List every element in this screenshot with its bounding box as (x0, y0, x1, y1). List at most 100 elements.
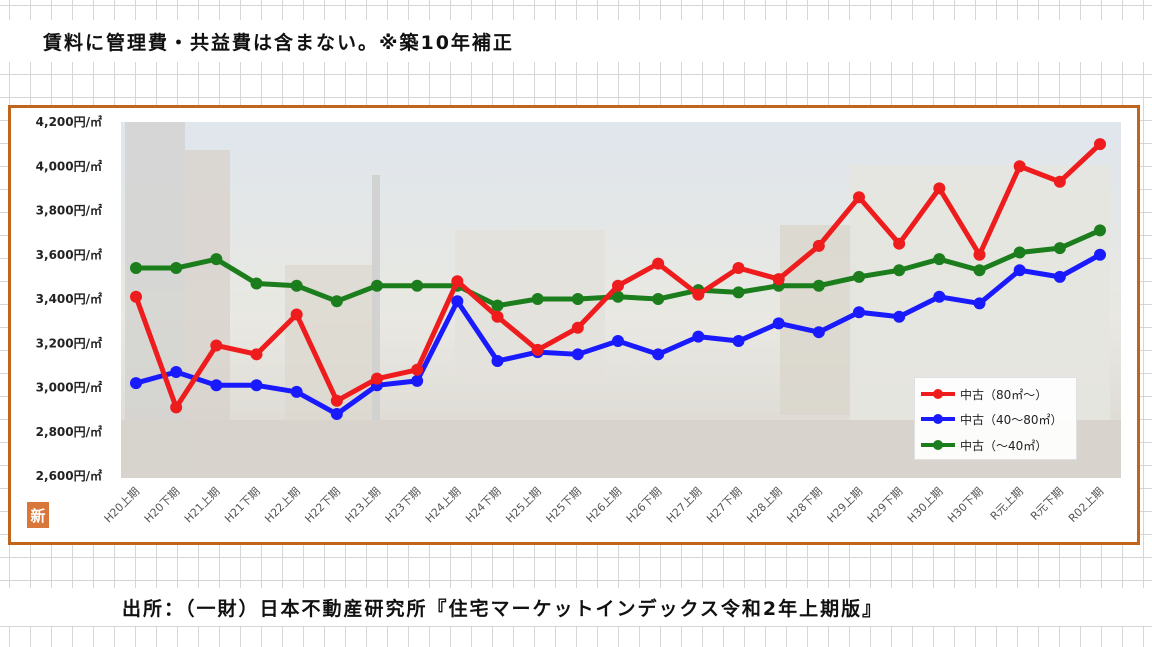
x-tick-label: H21上期 (182, 485, 223, 526)
data-point (853, 191, 865, 204)
data-point (130, 377, 142, 390)
x-tick-label: H23上期 (343, 485, 384, 526)
x-tick-label: H29下期 (865, 485, 906, 526)
data-point (692, 288, 705, 301)
legend-item-green: 中古（～40㎡） (921, 435, 1047, 455)
data-point (1094, 248, 1106, 261)
y-tick-label: 3,200円/㎡ (36, 335, 102, 350)
data-point (853, 306, 865, 319)
data-point (893, 310, 906, 323)
data-point (250, 379, 263, 392)
y-axis: 2,600円/㎡ 2,800円/㎡ 3,000円/㎡ 3,200円/㎡ 3,400円/㎡… (36, 114, 102, 483)
data-point (612, 279, 624, 292)
data-point (371, 372, 383, 385)
data-point (973, 297, 986, 310)
x-tick-label: R元上期 (988, 485, 1026, 523)
data-point (210, 339, 223, 352)
data-point (612, 335, 624, 348)
x-tick-label: H30下期 (945, 485, 986, 526)
data-point (772, 317, 785, 330)
x-tick-label: H20上期 (102, 485, 143, 526)
y-tick-label: 2,800円/㎡ (36, 424, 102, 439)
series-red (130, 138, 1106, 414)
data-point (571, 293, 584, 305)
data-point (451, 295, 464, 308)
data-point (812, 279, 825, 292)
legend-label: 中古（80㎡～） (960, 387, 1048, 402)
data-point (933, 290, 946, 303)
data-point (290, 279, 303, 292)
x-tick-label: H29上期 (825, 485, 866, 526)
data-point (772, 273, 785, 286)
data-point (1053, 175, 1066, 188)
source-band (0, 588, 1152, 626)
data-point (290, 308, 303, 321)
legend-item-blue: 中古（40～80㎡） (921, 409, 1063, 429)
legend-swatch-blue (921, 414, 955, 424)
data-point (210, 379, 223, 392)
x-tick-label: H26上期 (584, 485, 625, 526)
data-point (973, 248, 986, 261)
data-point (812, 326, 825, 339)
data-point (933, 253, 946, 266)
data-point (531, 293, 544, 305)
data-point (330, 394, 343, 407)
data-point (571, 321, 584, 334)
data-point (330, 295, 343, 308)
x-tick-label: H20下期 (142, 485, 183, 526)
x-tick-label: H26下期 (624, 485, 665, 526)
data-point (973, 264, 986, 277)
data-point (1013, 264, 1026, 277)
data-point (893, 237, 906, 250)
data-point (170, 401, 183, 414)
data-point (1053, 242, 1066, 255)
data-point (612, 290, 624, 303)
series-green (130, 224, 1106, 312)
y-tick-label: 2,600円/㎡ (36, 468, 102, 483)
data-point (652, 293, 665, 305)
data-point (1094, 224, 1106, 237)
data-point (371, 279, 383, 292)
series-layer (130, 138, 1106, 421)
data-point (531, 343, 544, 356)
data-point (491, 299, 504, 312)
x-tick-label: H25上期 (503, 485, 544, 526)
legend-item-red: 中古（80㎡～） (921, 384, 1047, 404)
data-point (290, 385, 303, 398)
x-tick-label: R元下期 (1028, 485, 1066, 523)
y-tick-label: 3,600円/㎡ (36, 247, 102, 262)
data-point (130, 262, 142, 275)
x-tick-label: H30上期 (905, 485, 946, 526)
x-tick-label: H21下期 (222, 485, 263, 526)
y-tick-label: 3,000円/㎡ (36, 380, 102, 395)
data-point (853, 270, 865, 283)
data-point (411, 279, 424, 292)
y-tick-label: 4,200円/㎡ (36, 114, 102, 129)
data-point (250, 277, 263, 290)
data-point (1053, 270, 1066, 283)
data-point (1013, 160, 1026, 173)
x-tick-label: H22上期 (262, 485, 303, 526)
x-tick-label: R02上期 (1066, 485, 1106, 525)
x-tick-label: H22下期 (302, 485, 343, 526)
x-tick-label: H27上期 (664, 485, 705, 526)
y-tick-label: 3,400円/㎡ (36, 291, 102, 306)
data-point (933, 182, 946, 195)
x-tick-label: H28上期 (744, 485, 785, 526)
data-point (732, 286, 745, 299)
data-point (491, 354, 504, 367)
data-point (732, 335, 745, 348)
source-note: 出所：（一財）日本不動産研究所『住宅マーケットインデックス令和2年上期版』 (122, 598, 884, 620)
data-point (812, 239, 825, 252)
heading-band (0, 20, 1152, 62)
data-point (170, 262, 183, 275)
y-tick-label: 3,800円/㎡ (36, 203, 102, 218)
series-blue (130, 248, 1106, 421)
data-point (732, 262, 745, 275)
x-tick-label: H24上期 (423, 485, 464, 526)
x-tick-label: H28下期 (784, 485, 825, 526)
data-point (571, 348, 584, 361)
data-point (652, 257, 665, 270)
legend-swatch-green (921, 440, 955, 450)
data-point (451, 275, 464, 288)
